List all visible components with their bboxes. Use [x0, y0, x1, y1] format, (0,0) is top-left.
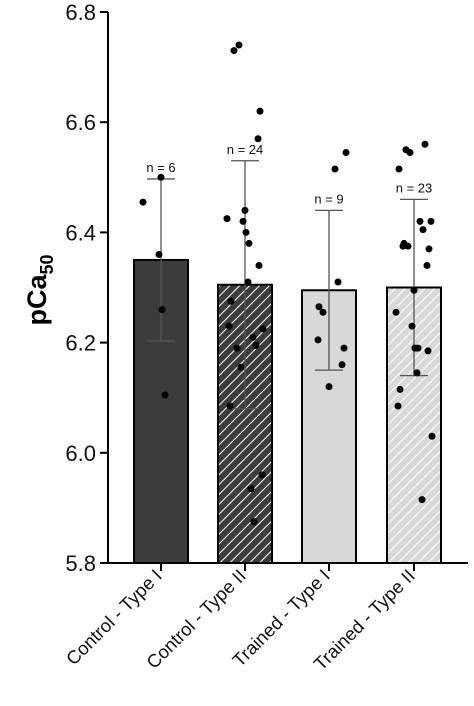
y-axis-title-subscript: 50 [37, 254, 57, 274]
n-label-4: n = 23 [396, 180, 433, 195]
data-point [227, 297, 235, 305]
data-point [256, 107, 264, 115]
n-labels: n = 6 n = 24 n = 9 n = 23 [146, 142, 432, 207]
data-point [233, 344, 241, 352]
data-point [223, 215, 231, 223]
data-point [158, 306, 166, 314]
data-points [139, 41, 436, 526]
data-point [394, 402, 402, 410]
y-tick-label: 6.8 [65, 0, 96, 25]
n-label-1: n = 6 [146, 160, 175, 175]
data-point [244, 278, 252, 286]
data-point [425, 245, 433, 253]
n-label-2: n = 24 [227, 142, 264, 157]
bar-4 [386, 286, 442, 564]
data-point [342, 149, 350, 157]
data-point [252, 341, 260, 349]
data-point [239, 217, 247, 225]
data-point [392, 308, 400, 316]
data-point [395, 165, 403, 173]
data-point [255, 261, 263, 269]
data-point [235, 41, 243, 49]
data-point [338, 361, 346, 369]
data-point [319, 308, 327, 316]
y-tick-label: 6.2 [65, 331, 96, 356]
svg-text:pCa50: pCa50 [22, 254, 57, 325]
data-point [416, 217, 424, 225]
data-point [406, 149, 414, 157]
data-point [242, 228, 250, 236]
data-point [419, 226, 427, 234]
data-point [315, 303, 323, 311]
y-axis-title-main: pCa [22, 274, 52, 326]
data-point [418, 496, 426, 504]
data-point [427, 217, 435, 225]
y-axis-title: pCa50 [22, 254, 57, 325]
data-point [225, 322, 233, 330]
data-point [414, 344, 422, 352]
data-point [254, 135, 262, 143]
data-point [421, 140, 429, 148]
data-point [245, 239, 253, 247]
data-point [399, 242, 407, 250]
data-point [396, 385, 404, 393]
data-point [250, 518, 258, 526]
error-bars [147, 160, 428, 410]
data-point [259, 325, 267, 333]
data-point [408, 322, 416, 330]
data-point [314, 336, 322, 344]
data-point [423, 261, 431, 269]
data-point [404, 242, 412, 250]
data-point [258, 471, 266, 479]
data-point [325, 383, 333, 391]
data-point [413, 369, 421, 377]
data-point [157, 173, 165, 181]
data-point [424, 347, 432, 355]
data-point [410, 286, 418, 294]
bars [133, 258, 442, 564]
y-tick-label: 6.6 [65, 110, 96, 135]
data-point [249, 333, 257, 341]
y-tick-label: 6.0 [65, 441, 96, 466]
data-point [340, 344, 348, 352]
y-tick-label: 6.4 [65, 220, 96, 245]
data-point [331, 165, 339, 173]
data-point [428, 432, 436, 440]
data-point [334, 278, 342, 286]
data-point [247, 485, 255, 493]
data-point [139, 198, 147, 206]
y-axis: 5.8 6.0 6.2 6.4 6.6 6.8 [65, 0, 109, 576]
data-point [241, 206, 249, 214]
n-label-3: n = 9 [314, 191, 343, 206]
data-point [230, 47, 238, 55]
data-point [237, 363, 245, 371]
y-tick-label: 5.8 [65, 551, 96, 576]
data-point [161, 391, 169, 399]
data-point [155, 250, 163, 258]
data-point [226, 402, 234, 410]
